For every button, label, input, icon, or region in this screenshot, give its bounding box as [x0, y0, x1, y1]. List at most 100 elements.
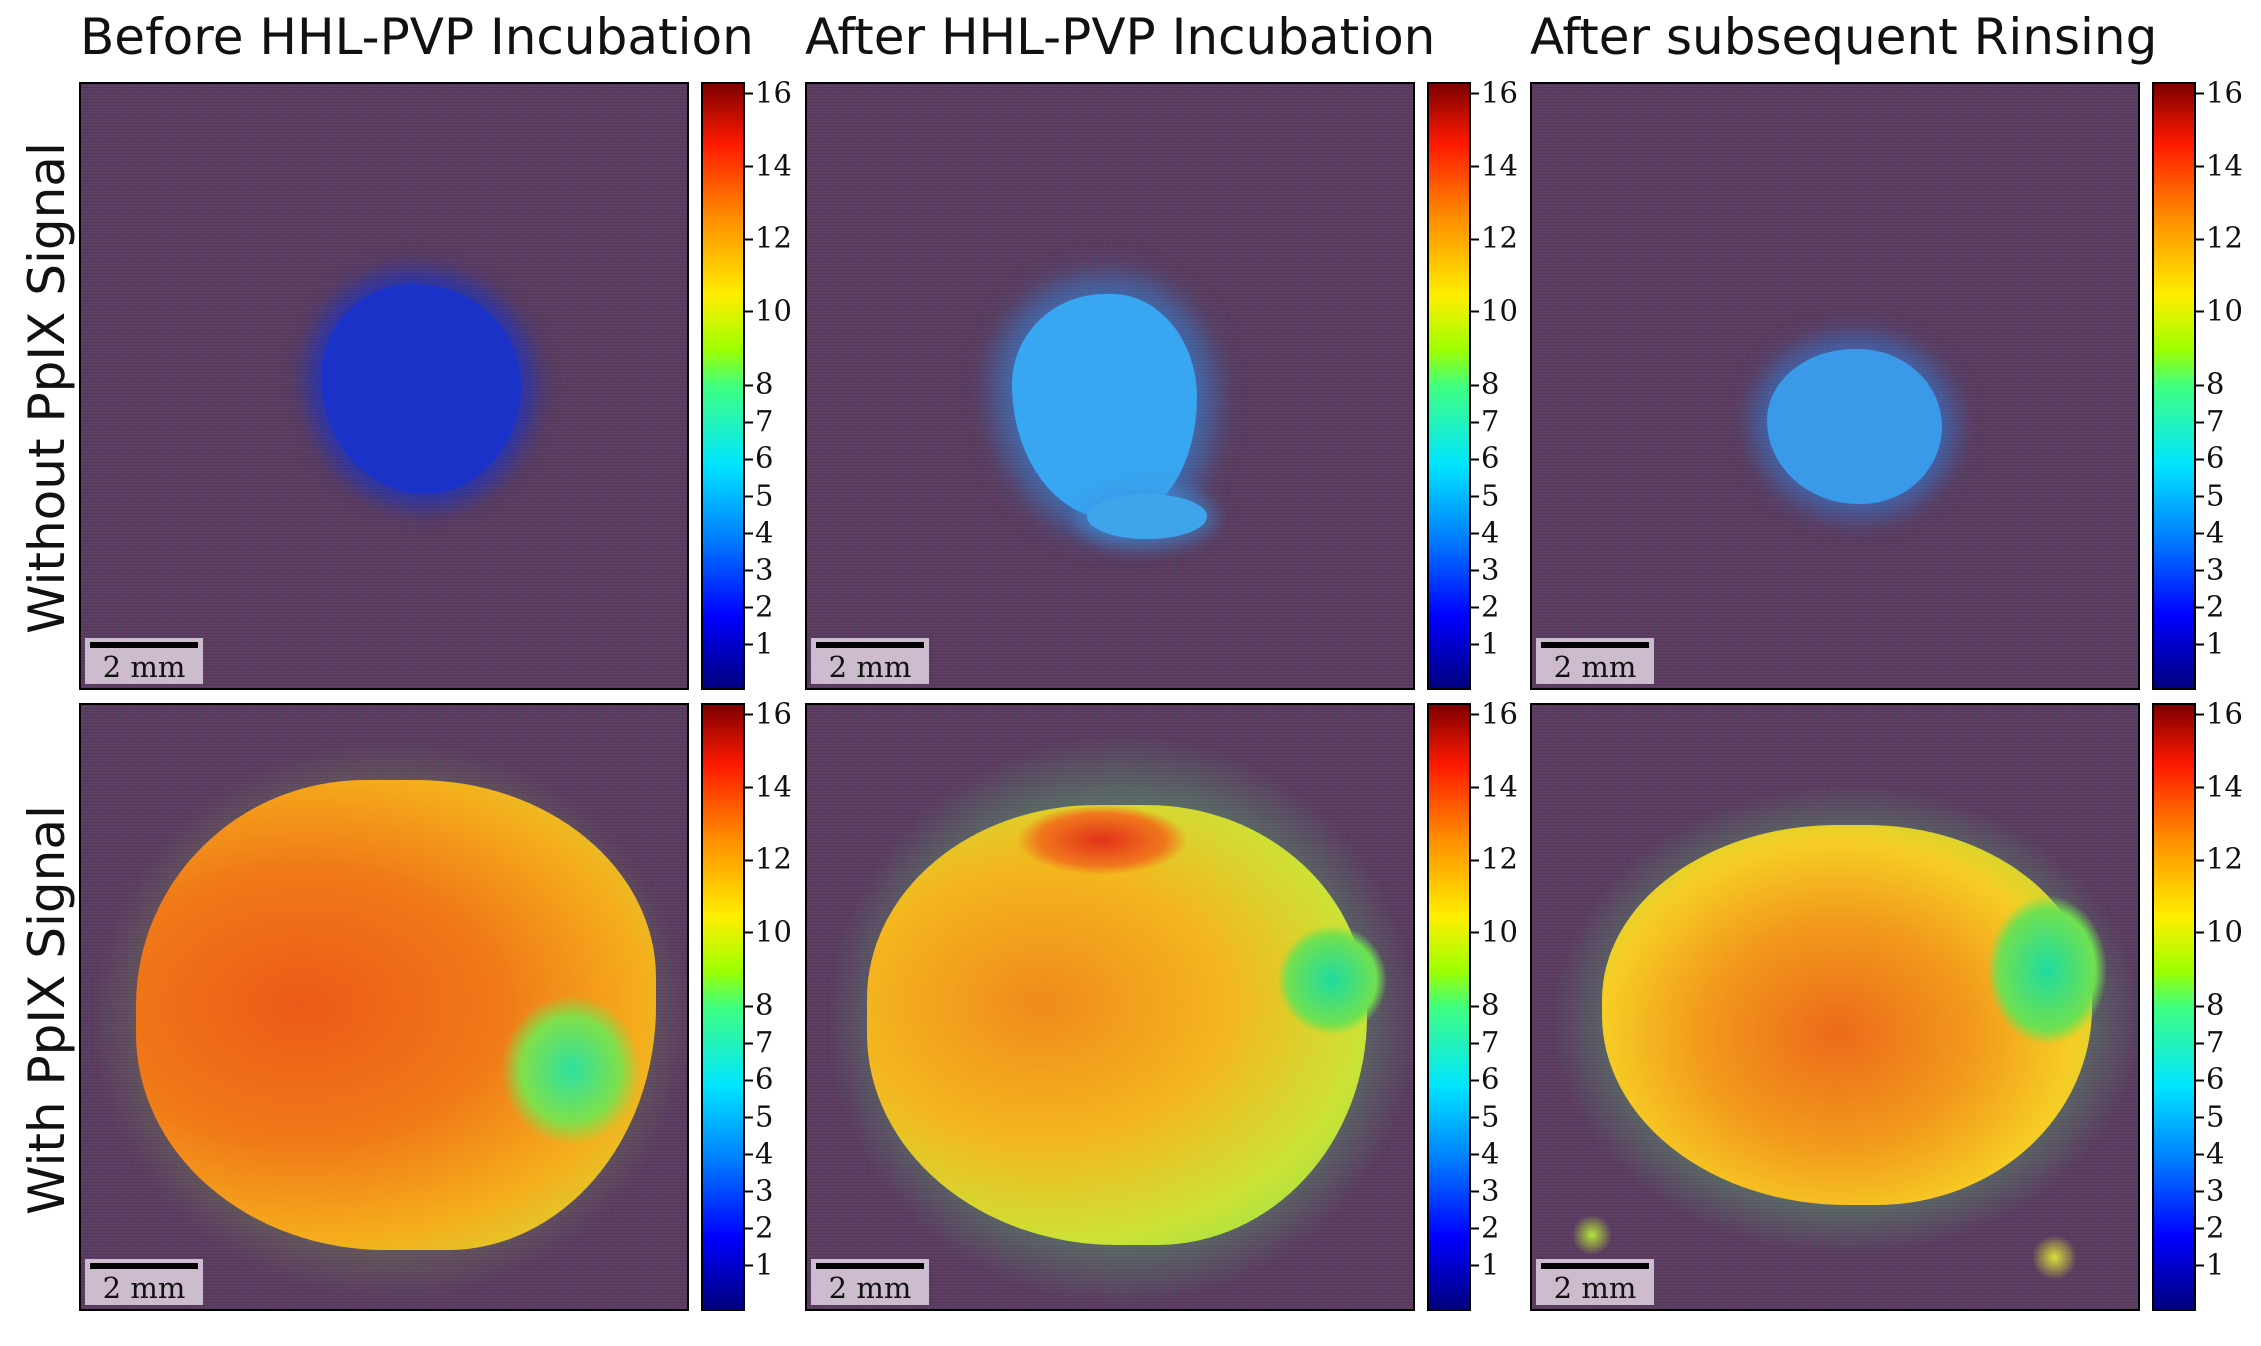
- colorbar-tick: 3: [2195, 552, 2225, 587]
- colorbar-r1c3: [2152, 82, 2196, 690]
- colorbar-r1c2: [1427, 82, 1471, 690]
- scale-bar-label: 2 mm: [1553, 650, 1637, 684]
- colorbar-tick: 6: [2195, 440, 2225, 475]
- scale-bar: 2 mm: [811, 1259, 929, 1305]
- scale-bar-line: [816, 642, 924, 648]
- colorbar-tick: 14: [2196, 148, 2243, 183]
- colorbar-tick: 2: [1470, 589, 1500, 624]
- green-region: [1277, 925, 1387, 1035]
- colorbar-tick: 7: [1470, 1025, 1500, 1060]
- scale-bar-line: [1541, 642, 1649, 648]
- colorbar-tick: 10: [1471, 914, 1518, 949]
- colorbar-tick: 4: [1470, 1136, 1500, 1171]
- colorbar-tick: 14: [745, 148, 792, 183]
- colorbar-tick: 7: [2195, 1025, 2225, 1060]
- colorbar-tick: 6: [1470, 440, 1500, 475]
- colorbar-tick: 14: [745, 769, 792, 804]
- colorbar-tick: 12: [745, 220, 792, 255]
- colorbar-tick: 1: [744, 1247, 774, 1282]
- colorbar-tick: 8: [2195, 366, 2225, 401]
- scale-bar-label: 2 mm: [1553, 1271, 1637, 1305]
- scale-bar: 2 mm: [1536, 1259, 1654, 1305]
- colorbar-tick: 6: [1470, 1061, 1500, 1096]
- colorbar-tick: 8: [1470, 987, 1500, 1022]
- colorbar-tick: 8: [744, 987, 774, 1022]
- colorbar-tick: 12: [2196, 220, 2243, 255]
- colorbar-r2c2: [1427, 703, 1471, 1311]
- colorbar-r1c1: [701, 82, 745, 690]
- colorbar-tick: 3: [744, 1173, 774, 1208]
- noise-background: [1532, 84, 2138, 688]
- colorbar-tick: 4: [744, 515, 774, 550]
- colorbar-tick: 7: [744, 404, 774, 439]
- scale-bar-line: [816, 1263, 924, 1269]
- column-title-rinsing: After subsequent Rinsing: [1530, 8, 2158, 66]
- colorbar-tick: 4: [2195, 515, 2225, 550]
- colorbar-tick: 10: [745, 914, 792, 949]
- colorbar-tick: 7: [744, 1025, 774, 1060]
- row-label-with: With PpIX Signal: [18, 805, 76, 1215]
- colorbar-tick: 3: [1470, 552, 1500, 587]
- green-region: [501, 995, 641, 1145]
- colorbar-r2c3: [2152, 703, 2196, 1311]
- colorbar-tick: 5: [744, 1099, 774, 1134]
- colorbar-tick: 8: [744, 366, 774, 401]
- image-panel-r1c3: 2 mm: [1530, 82, 2140, 690]
- pellet-blob: [321, 284, 521, 494]
- row-label-without: Without PpIX Signal: [18, 142, 76, 634]
- colorbar-tick: 14: [1471, 769, 1518, 804]
- scale-bar-label: 2 mm: [828, 650, 912, 684]
- red-region: [1017, 805, 1187, 875]
- colorbar-tick: 5: [1470, 478, 1500, 513]
- column-title-before: Before HHL-PVP Incubation: [80, 8, 754, 66]
- colorbar-tick: 14: [1471, 148, 1518, 183]
- colorbar-tick: 16: [745, 75, 792, 110]
- colorbar-tick: 6: [2195, 1061, 2225, 1096]
- colorbar-tick: 4: [2195, 1136, 2225, 1171]
- green-region: [1987, 895, 2107, 1045]
- colorbar-tick: 12: [2196, 841, 2243, 876]
- scale-bar: 2 mm: [85, 1259, 203, 1305]
- colorbar-tick: 2: [2195, 589, 2225, 624]
- image-panel-r1c1: 2 mm: [79, 82, 689, 690]
- colorbar-tick: 1: [2195, 626, 2225, 661]
- colorbar-tick: 7: [1470, 404, 1500, 439]
- scale-bar: 2 mm: [85, 638, 203, 684]
- colorbar-tick: 4: [744, 1136, 774, 1171]
- pellet-blob: [1012, 294, 1197, 519]
- scale-bar-line: [90, 1263, 198, 1269]
- colorbar-tick: 16: [745, 696, 792, 731]
- colorbar-tick: 10: [2196, 914, 2243, 949]
- colorbar-tick: 5: [2195, 478, 2225, 513]
- colorbar-tick: 8: [1470, 366, 1500, 401]
- scale-bar: 2 mm: [811, 638, 929, 684]
- colorbar-tick: 12: [745, 841, 792, 876]
- colorbar-tick: 6: [744, 440, 774, 475]
- colorbar-tick: 1: [2195, 1247, 2225, 1282]
- colorbar-tick: 4: [1470, 515, 1500, 550]
- colorbar-tick: 14: [2196, 769, 2243, 804]
- pellet-blob: [1767, 349, 1942, 504]
- image-panel-r2c3: 2 mm: [1530, 703, 2140, 1311]
- colorbar-tick: 10: [745, 293, 792, 328]
- colorbar-tick: 8: [2195, 987, 2225, 1022]
- colorbar-r2c1: [701, 703, 745, 1311]
- scale-bar-label: 2 mm: [102, 650, 186, 684]
- colorbar-tick: 10: [1471, 293, 1518, 328]
- scale-bar-label: 2 mm: [102, 1271, 186, 1305]
- scale-bar-line: [1541, 1263, 1649, 1269]
- colorbar-tick: 5: [1470, 1099, 1500, 1134]
- green-spot-right: [2032, 1235, 2077, 1280]
- colorbar-tick: 2: [1470, 1210, 1500, 1245]
- pellet-core: [867, 805, 1367, 1245]
- colorbar-tick: 12: [1471, 220, 1518, 255]
- scale-bar-label: 2 mm: [828, 1271, 912, 1305]
- colorbar-tick: 7: [2195, 404, 2225, 439]
- colorbar-tick: 10: [2196, 293, 2243, 328]
- image-panel-r2c2: 2 mm: [805, 703, 1415, 1311]
- colorbar-tick: 16: [2196, 696, 2243, 731]
- colorbar-tick: 2: [2195, 1210, 2225, 1245]
- colorbar-tick: 16: [1471, 696, 1518, 731]
- green-spot-left: [1572, 1215, 1612, 1255]
- colorbar-tick: 1: [1470, 1247, 1500, 1282]
